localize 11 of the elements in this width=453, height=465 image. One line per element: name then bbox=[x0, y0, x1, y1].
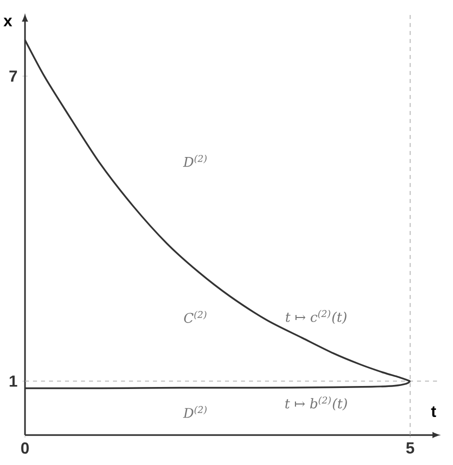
annotation: D$^{(2)}$ bbox=[183, 406, 207, 418]
x-tick-label: 0 bbox=[21, 442, 29, 454]
annotation: C$^{(2)}$ bbox=[184, 310, 206, 323]
annotation: t ↦ c$^{(2)}$(t) bbox=[286, 310, 346, 324]
annotation: t ↦ b$^{(2)}$(t) bbox=[285, 396, 347, 410]
y-axis-title: x bbox=[3, 18, 12, 26]
y-tick-label: 7 bbox=[9, 70, 17, 82]
annotation: D$^{(2)}$ bbox=[183, 154, 207, 167]
x-axis-title: t bbox=[431, 406, 436, 418]
x-tick-label: 5 bbox=[406, 442, 414, 454]
y-tick-label: 1 bbox=[10, 376, 18, 387]
